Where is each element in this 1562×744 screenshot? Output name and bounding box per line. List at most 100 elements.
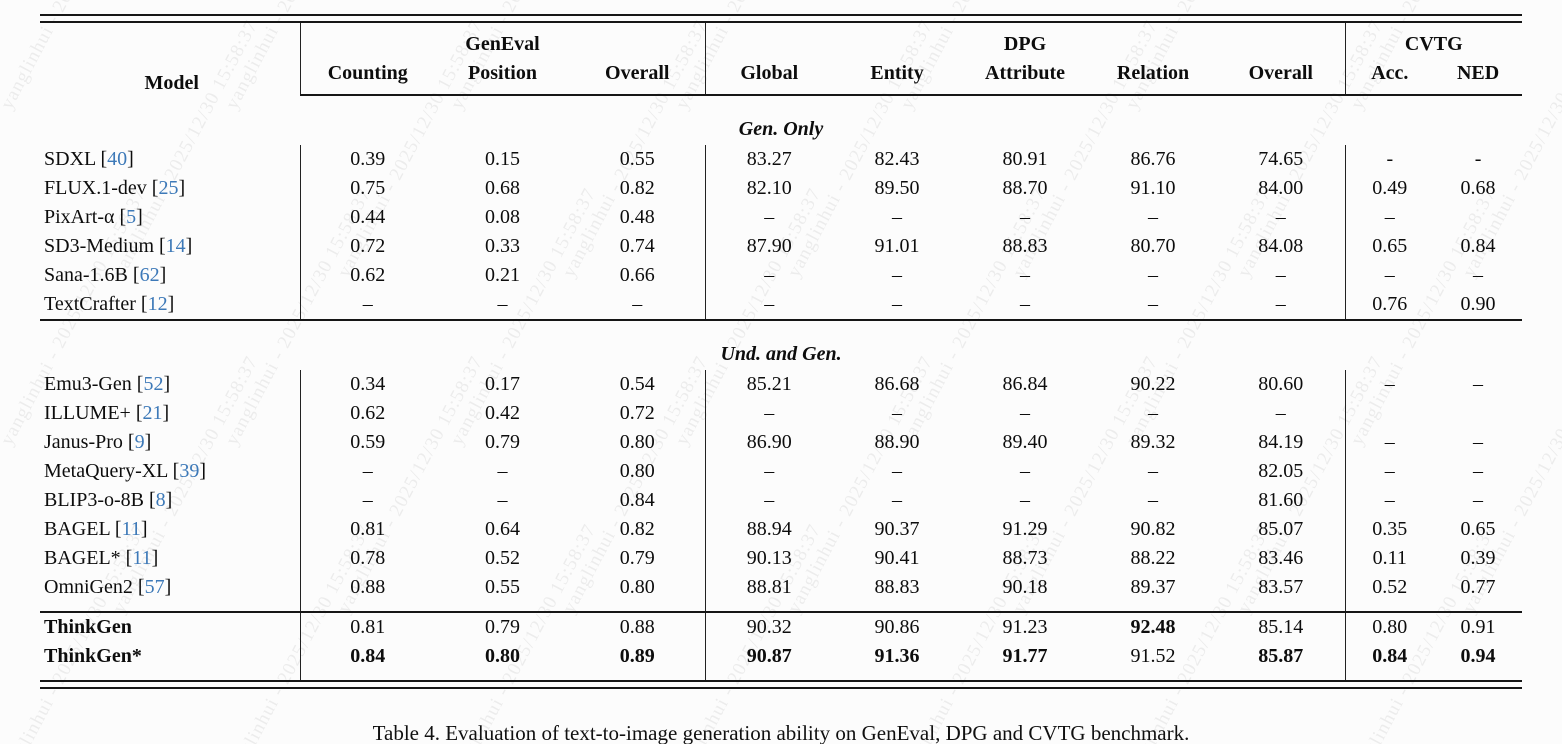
- table-cell: 88.73: [1002, 547, 1048, 569]
- table-cell: 84.19: [1258, 431, 1304, 453]
- table-cell: –: [497, 460, 508, 482]
- table-cell: –: [1275, 206, 1286, 228]
- table-cell: 0.80: [485, 645, 520, 667]
- citation-link[interactable]: 8: [155, 489, 166, 511]
- table-cell: –: [1020, 206, 1031, 228]
- citation-link[interactable]: 9: [134, 431, 145, 453]
- table-cell: 0.52: [1344, 573, 1435, 612]
- table-cell: 91.52: [1130, 645, 1176, 667]
- table-cell: 0.88: [299, 573, 435, 612]
- table-row: Emu3-Gen [52] 0.34 0.17 0.54 85.21 86.68 86.84…: [40, 370, 1522, 399]
- table-cell: 85.14: [1258, 616, 1304, 638]
- table-cell: 0.80: [1344, 612, 1435, 642]
- table-cell: 90.32: [704, 612, 834, 642]
- table-cell: 86.84: [1002, 373, 1048, 395]
- table-cell: –: [704, 261, 834, 290]
- table-cell: 89.50: [874, 177, 920, 199]
- table-cell: 0.59: [299, 428, 435, 457]
- col-header-ned: NED: [1434, 56, 1523, 96]
- table-cell: 91.10: [1130, 177, 1176, 199]
- table-cell: –: [704, 290, 834, 320]
- citation-link[interactable]: 11: [132, 547, 152, 569]
- citation-link[interactable]: 11: [121, 518, 141, 540]
- table-cell: 0.77: [1460, 576, 1496, 598]
- citation-link[interactable]: 39: [179, 460, 200, 482]
- table-cell: 0.39: [299, 145, 435, 174]
- table-cell: –: [497, 293, 508, 315]
- table-cell: 0.84: [1460, 235, 1496, 257]
- table-row: ThinkGen 0.81 0.79 0.88 90.32 90.86 91.23 92.48…: [40, 612, 1523, 642]
- cell-model: ThinkGen*: [44, 645, 142, 667]
- table-cell: 83.57: [1258, 576, 1304, 598]
- table-cell: 0.49: [1344, 174, 1435, 203]
- table-cell: –: [632, 293, 643, 315]
- table-cell: 0.48: [619, 206, 655, 228]
- section-title-row: Und. and Gen.: [40, 320, 1523, 370]
- table-cell: –: [299, 290, 435, 320]
- table-cell: 88.83: [874, 576, 920, 598]
- citation-link[interactable]: 40: [107, 148, 128, 170]
- table-cell: 0.90: [1460, 293, 1496, 315]
- table-row: BLIP3-o-8B [8] – – 0.84 – – – – 81.60 – –: [40, 486, 1522, 515]
- table-cell: 0.54: [619, 373, 655, 395]
- table-row: PixArt-α [5] 0.44 0.08 0.48 – – – – – –: [40, 203, 1522, 232]
- table-bottom-rule: [40, 680, 1522, 689]
- table-cell: 0.44: [299, 203, 435, 232]
- citation-link[interactable]: 5: [126, 206, 137, 228]
- citation-link[interactable]: 25: [158, 177, 179, 199]
- table-cell: –: [892, 293, 903, 315]
- col-header-entity: Entity: [833, 56, 962, 96]
- table-cell: 0.78: [299, 544, 435, 573]
- table-cell: –: [1473, 460, 1484, 482]
- citation-link[interactable]: 62: [139, 264, 160, 286]
- table-cell: 0.74: [619, 235, 655, 257]
- table-cell: 86.90: [704, 428, 834, 457]
- table-cell: 90.18: [1002, 576, 1048, 598]
- table-cell: 91.23: [1002, 616, 1048, 638]
- table-cell: 90.41: [874, 547, 920, 569]
- table-cell: –: [1148, 402, 1159, 424]
- cell-model: Emu3-Gen [52]: [44, 373, 171, 395]
- table-cell: –: [1344, 261, 1435, 290]
- table-row: SD3-Medium [14] 0.72 0.33 0.74 87.90 91.01 88.…: [40, 232, 1522, 261]
- citation-link[interactable]: 57: [144, 576, 165, 598]
- table-cell: 85.21: [704, 370, 834, 399]
- table-cell: –: [1473, 264, 1484, 286]
- table-cell: –: [892, 460, 903, 482]
- table-cell: –: [1020, 489, 1031, 511]
- table-cell: 88.22: [1130, 547, 1176, 569]
- table-cell: 90.22: [1130, 373, 1176, 395]
- header-group-row: Model GenEval DPG CVTG: [40, 23, 1523, 94]
- table-cell: 0.35: [1344, 515, 1435, 544]
- table-cell: –: [1148, 264, 1159, 286]
- table-cell: [1434, 399, 1522, 428]
- table-cell: -: [1474, 148, 1482, 170]
- table-cell: –: [1344, 457, 1435, 486]
- cell-model: FLUX.1-dev [25]: [44, 177, 186, 199]
- table-cell: 0.79: [619, 547, 655, 569]
- table-cell: 88.81: [704, 573, 834, 612]
- table-cell: [1434, 203, 1522, 232]
- table-cell: 89.40: [1002, 431, 1048, 453]
- table-row: Sana-1.6B [62] 0.62 0.21 0.66 – – – – – – –: [40, 261, 1522, 290]
- citation-link[interactable]: 21: [142, 402, 163, 424]
- citation-link[interactable]: 12: [147, 293, 168, 315]
- table-cell: 88.70: [1002, 177, 1048, 199]
- citation-link[interactable]: 14: [165, 235, 186, 257]
- table-cell: 0.84: [1344, 642, 1435, 680]
- citation-link[interactable]: 52: [143, 373, 164, 395]
- table-cell: 82.10: [704, 174, 834, 203]
- table-cell: 89.32: [1130, 431, 1176, 453]
- table-cell: 0.80: [619, 460, 655, 482]
- table-cell: 0.08: [485, 206, 520, 228]
- table-cell: 90.86: [874, 616, 920, 638]
- cell-model: SDXL [40]: [44, 148, 134, 170]
- table-cell: 0.68: [485, 177, 520, 199]
- table-cell: 80.60: [1258, 373, 1304, 395]
- table-cell: 0.55: [619, 148, 655, 170]
- cell-model: Janus-Pro [9]: [44, 431, 152, 453]
- table-cell: 0.33: [485, 235, 520, 257]
- table-cell: 0.75: [299, 174, 435, 203]
- cell-model: OmniGen2 [57]: [44, 576, 172, 598]
- table-top-rule: [40, 14, 1522, 23]
